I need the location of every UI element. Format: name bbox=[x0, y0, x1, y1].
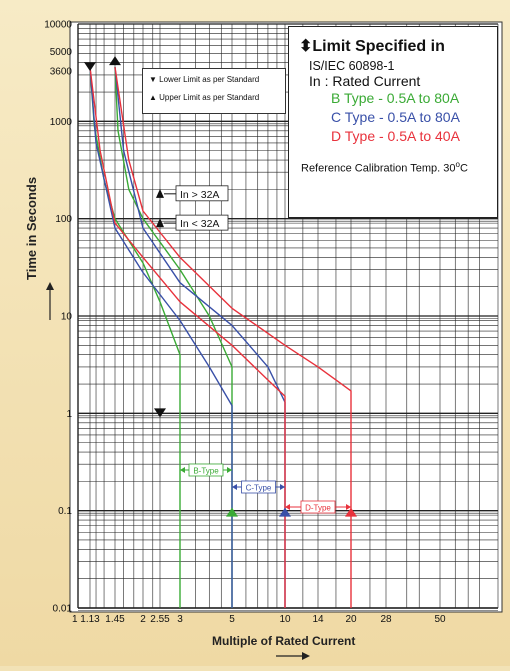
x-tick-label: 1.45 bbox=[105, 614, 125, 625]
d-type-range-box bbox=[300, 500, 336, 514]
y-axis-label: Time in Seconds bbox=[24, 176, 39, 280]
legend-rated: In : Rated Current bbox=[309, 73, 421, 89]
upper-limit-marker bbox=[345, 507, 357, 517]
x-tick-label: 10 bbox=[279, 614, 291, 625]
y-tick-label: 1 bbox=[66, 409, 72, 420]
x-tick-label: 50 bbox=[434, 614, 446, 625]
lower-limit-marker bbox=[84, 62, 96, 72]
x-tick-label: 1.13 bbox=[80, 614, 100, 625]
x-tick-label: 20 bbox=[345, 614, 357, 625]
d-type-range-arrow bbox=[346, 504, 351, 510]
y-tick-label: 5000 bbox=[50, 47, 73, 58]
y-tick-label: 10 bbox=[61, 312, 73, 323]
x-tick-label: 5 bbox=[229, 614, 235, 625]
in-gt-32a-label: In > 32A bbox=[180, 189, 219, 201]
x-axis-arrow-head bbox=[302, 652, 310, 660]
y-tick-label: 3600 bbox=[50, 67, 73, 78]
d-type-range-label: D-Type bbox=[305, 504, 331, 513]
curve-b-upper bbox=[114, 67, 233, 608]
b-type-range-arrow bbox=[180, 467, 185, 473]
legend-title-text: Limit Specified in bbox=[312, 38, 445, 55]
x-tick-label: 3 bbox=[177, 614, 183, 625]
c-type-range-arrow bbox=[280, 484, 285, 490]
b-type-range-arrow bbox=[227, 467, 232, 473]
b-type-range-label: B-Type bbox=[193, 467, 219, 476]
legend-reference: Reference Calibration Temp. 30oC bbox=[301, 160, 468, 175]
x-tick-label: 14 bbox=[312, 614, 324, 625]
b-type-range-box bbox=[188, 463, 224, 477]
in-gt-32a-marker bbox=[156, 188, 164, 198]
lower-limit-marker bbox=[154, 408, 166, 418]
x-axis-label: Multiple of Rated Current bbox=[212, 634, 356, 648]
legend-c-type: C Type - 0.5A to 80A bbox=[331, 109, 460, 125]
x-tick-label: 2.55 bbox=[150, 614, 170, 625]
legend: ⬍Limit Specified in IS/IEC 60898-1 In : … bbox=[288, 26, 498, 218]
y-axis-arrow-head bbox=[46, 282, 54, 290]
curve-c-lower bbox=[89, 67, 233, 608]
in-lt-32a-box bbox=[175, 214, 229, 231]
c-type-range-arrow bbox=[232, 484, 237, 490]
in-gt-32a-box bbox=[175, 185, 229, 202]
lower-limit-legend: ▼ Lower Limit as per Standard bbox=[149, 75, 260, 84]
y-tick-label: 0.01 bbox=[53, 604, 73, 615]
lower-limit-label: Lower Limit as per Standard bbox=[159, 75, 260, 84]
upper-limit-marker bbox=[279, 507, 291, 517]
upper-limit-legend: ▲ Upper Limit as per Standard bbox=[149, 93, 260, 102]
upper-limit-marker bbox=[226, 507, 238, 517]
in-lt-32a-label: In < 32A bbox=[180, 218, 219, 230]
curve-c-upper bbox=[114, 67, 286, 608]
up-down-arrow-icon: ⬍ bbox=[299, 38, 313, 55]
x-tick-label: 28 bbox=[380, 614, 392, 625]
y-tick-label: 0.1 bbox=[58, 506, 72, 517]
curve-d-lower bbox=[89, 67, 286, 608]
upper-limit-label: Upper Limit as per Standard bbox=[159, 93, 260, 102]
c-type-range-label: C-Type bbox=[246, 484, 272, 493]
limits-legend: ▼ Lower Limit as per Standard ▲ Upper Li… bbox=[142, 68, 286, 114]
curve-d-upper bbox=[114, 67, 352, 608]
in-lt-32a-marker bbox=[156, 218, 164, 228]
y-tick-label: 10000 bbox=[44, 20, 72, 31]
y-tick-label: 1000 bbox=[50, 117, 73, 128]
upper-limit-marker bbox=[109, 56, 121, 66]
legend-title: ⬍Limit Specified in bbox=[299, 37, 497, 57]
legend-d-type: D Type - 0.5A to 40A bbox=[331, 128, 460, 144]
x-tick-label: 1 bbox=[72, 614, 78, 625]
c-type-range-box bbox=[241, 480, 276, 494]
x-tick-label: 2 bbox=[140, 614, 146, 625]
y-tick-label: 100 bbox=[55, 214, 72, 225]
legend-b-type: B Type - 0.5A to 80A bbox=[331, 90, 460, 106]
legend-standard: IS/IEC 60898-1 bbox=[309, 59, 395, 73]
d-type-range-arrow bbox=[285, 504, 290, 510]
